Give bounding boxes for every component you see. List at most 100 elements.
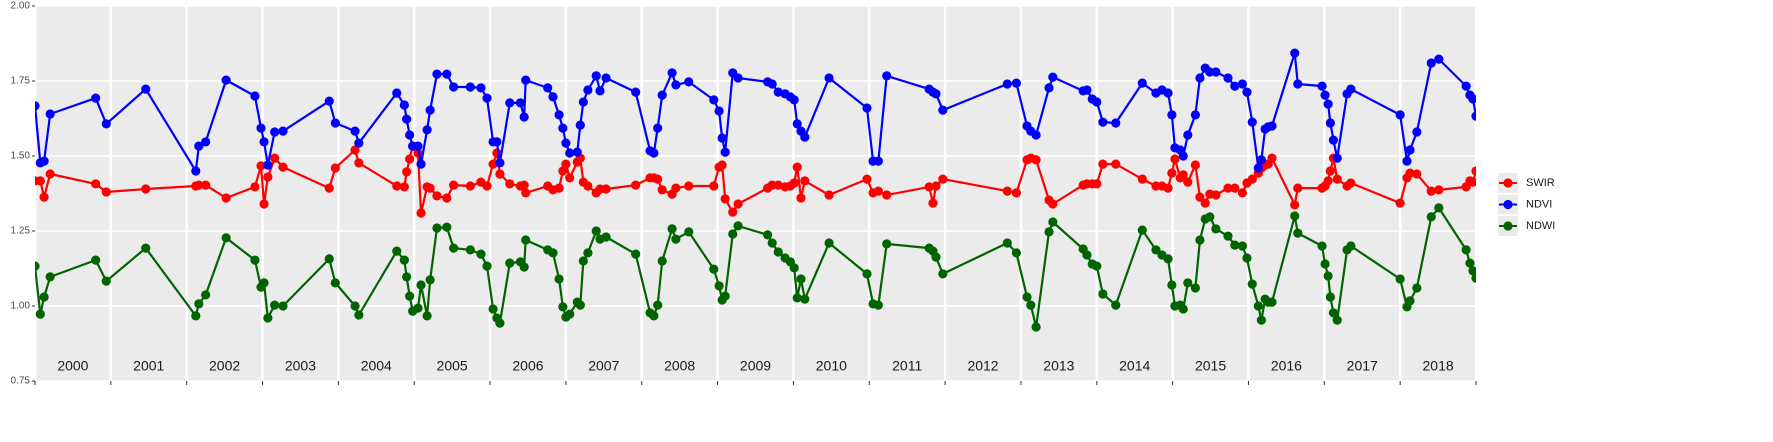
point	[873, 186, 883, 196]
point	[601, 184, 611, 194]
point	[1290, 200, 1300, 210]
point	[561, 159, 571, 169]
point	[1195, 73, 1205, 83]
point	[1048, 217, 1058, 227]
point	[931, 181, 941, 191]
point	[792, 293, 802, 303]
point	[1178, 151, 1188, 161]
point	[45, 109, 55, 119]
x-tick-label: 2016	[1271, 358, 1302, 374]
point	[583, 248, 593, 258]
point	[717, 160, 727, 170]
point	[1082, 250, 1092, 260]
point	[476, 249, 486, 259]
point	[1230, 240, 1240, 250]
point	[425, 275, 435, 285]
point	[1044, 227, 1054, 237]
point	[1223, 231, 1233, 241]
point	[1211, 190, 1221, 200]
point	[1293, 79, 1303, 89]
axes: 0.75 1.00 1.25 1.50 1.75 2.00 2000 2001 2002 2003…	[11, 1, 1477, 387]
point	[442, 69, 452, 79]
point	[432, 191, 442, 201]
x-tick-label: 2000	[57, 358, 88, 374]
point	[422, 311, 432, 321]
point	[1317, 81, 1327, 91]
point	[141, 84, 151, 94]
point	[263, 160, 273, 170]
point	[263, 172, 273, 182]
point	[938, 174, 948, 184]
point	[221, 233, 231, 243]
point	[1253, 301, 1263, 311]
point	[432, 223, 442, 233]
point	[1098, 289, 1108, 299]
point	[1293, 183, 1303, 193]
point	[270, 153, 280, 163]
point	[653, 123, 663, 133]
point	[402, 167, 412, 177]
point	[1290, 211, 1300, 221]
point	[583, 181, 593, 191]
point	[259, 137, 269, 147]
point	[1195, 235, 1205, 245]
point	[1048, 72, 1058, 82]
point	[1317, 241, 1327, 251]
point	[259, 278, 269, 288]
point	[354, 310, 364, 320]
point	[1328, 135, 1339, 145]
point	[792, 119, 802, 129]
point	[413, 141, 423, 151]
legend-label: NDVI	[1526, 198, 1552, 210]
point	[1223, 73, 1233, 83]
point	[1190, 110, 1200, 120]
point	[250, 91, 260, 101]
point	[39, 192, 49, 202]
point	[324, 183, 334, 193]
point	[1183, 278, 1193, 288]
point	[350, 145, 360, 155]
point	[1395, 110, 1405, 120]
point	[1346, 178, 1356, 188]
point	[667, 68, 677, 78]
point	[416, 208, 426, 218]
x-tick-label: 2008	[664, 358, 695, 374]
point	[824, 73, 834, 83]
point	[1098, 159, 1108, 169]
point	[449, 243, 459, 253]
point	[101, 119, 111, 129]
point	[405, 154, 415, 164]
point	[1426, 58, 1436, 68]
point	[653, 174, 663, 184]
point	[1237, 188, 1248, 198]
point	[330, 118, 340, 128]
point	[1111, 300, 1121, 310]
point	[350, 126, 360, 136]
point	[1247, 174, 1257, 184]
point	[657, 90, 667, 100]
point	[565, 309, 575, 319]
point	[601, 232, 611, 242]
point	[141, 243, 151, 253]
y-tick-label: 1.75	[11, 76, 31, 87]
point	[1468, 266, 1476, 276]
point	[1190, 283, 1200, 293]
point	[1031, 130, 1041, 140]
point	[35, 101, 40, 111]
point	[402, 114, 412, 124]
point	[789, 95, 799, 105]
point	[882, 71, 892, 81]
point	[521, 235, 531, 245]
point	[91, 179, 101, 189]
point	[521, 188, 531, 198]
point	[1137, 78, 1147, 88]
point	[649, 311, 659, 321]
point	[488, 304, 498, 314]
x-tick-label: 2012	[967, 358, 998, 374]
point	[862, 103, 872, 113]
point	[1237, 241, 1248, 251]
point	[671, 234, 681, 244]
point	[263, 313, 273, 323]
point	[1211, 67, 1221, 77]
point	[201, 290, 211, 300]
